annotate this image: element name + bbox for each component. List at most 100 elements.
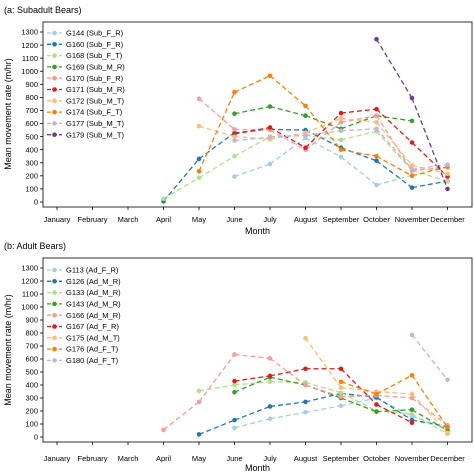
legend-item: G180 (Ad_F_T) — [47, 356, 119, 365]
data-point — [409, 95, 415, 101]
x-tick-label: May — [192, 215, 206, 224]
series-line-segment — [269, 376, 306, 386]
legend-item: G171 (Sub_M_R) — [47, 85, 125, 94]
data-point — [303, 113, 308, 118]
legend: G144 (Sub_F_R) G160 (Sub_F_R) G168 (Sub_F_… — [47, 29, 125, 139]
x-tick-label: September — [323, 454, 360, 463]
x-tick-label: November — [395, 454, 430, 463]
data-point — [161, 427, 166, 433]
series-line-segment — [198, 155, 235, 179]
series-line-segment — [269, 411, 306, 420]
data-point — [267, 356, 273, 361]
legend-item: G177 (Sub_M_T) — [47, 119, 124, 128]
data-point — [232, 127, 237, 132]
series-G167 — [232, 366, 415, 426]
x-tick-label: January — [44, 215, 71, 224]
series-line-segment — [198, 132, 235, 160]
x-tick-label: June — [226, 454, 242, 463]
data-point — [409, 372, 415, 378]
data-point — [196, 156, 202, 162]
data-point — [267, 73, 273, 79]
y-tick-label: 700 — [25, 106, 38, 115]
y-tick-label: 1000 — [21, 67, 38, 76]
data-point — [303, 399, 308, 405]
y-tick-label: 400 — [25, 145, 38, 154]
legend-item: G143 (Ad_M_R) — [47, 300, 121, 309]
x-tick-label: June — [226, 215, 242, 224]
data-point — [303, 410, 308, 415]
series-line-segment — [340, 128, 377, 132]
data-point — [232, 378, 237, 384]
data-point — [232, 417, 237, 423]
series-line-segment — [340, 392, 377, 412]
legend-label: G167 (Ad_F_R) — [66, 322, 119, 331]
series-line-segment — [234, 75, 271, 93]
x-axis-label: Month — [245, 463, 270, 473]
y-tick-label: 300 — [25, 394, 38, 403]
data-point — [409, 140, 415, 145]
series-line-segment — [411, 374, 449, 428]
series-line-segment — [411, 334, 449, 381]
series-line-segment — [376, 394, 413, 399]
series-line-segment — [234, 375, 271, 382]
series-line-segment — [198, 419, 235, 436]
series-line-segment — [376, 396, 413, 421]
data-point — [196, 388, 202, 394]
legend-marker — [52, 301, 57, 307]
x-tick-label: October — [363, 454, 390, 463]
data-point — [374, 391, 379, 397]
series-line-segment — [340, 117, 377, 123]
legend-label: G180 (Ad_F_T) — [66, 356, 119, 365]
legend: G113 (Ad_F_R) G126 (Ad_M_R) G133 (Ad_M_R) G… — [47, 266, 121, 365]
legend-item: G126 (Ad_M_R) — [47, 277, 121, 286]
data-point — [267, 379, 273, 385]
y-tick-label: 800 — [25, 93, 38, 102]
legend-marker — [52, 53, 57, 58]
legend-label: G166 (Ad_M_R) — [66, 311, 121, 320]
legend-marker — [52, 267, 57, 273]
legend-label: G168 (Sub_F_T) — [66, 51, 123, 60]
data-point — [196, 432, 202, 437]
series-line-segment — [198, 354, 236, 403]
series-line-segment — [376, 108, 413, 143]
y-tick-label: 0 — [34, 433, 38, 442]
data-point — [303, 133, 308, 138]
data-point — [196, 175, 202, 181]
series-line-segment — [269, 129, 306, 151]
data-point — [338, 403, 344, 409]
series-line-segment — [376, 174, 413, 186]
data-point — [267, 134, 273, 140]
legend-label: G174 (Sub_F_T) — [66, 108, 123, 117]
series-line-segment — [376, 374, 413, 395]
data-point — [267, 416, 273, 422]
series-line-segment — [411, 164, 448, 170]
legend-label: G171 (Sub_M_R) — [66, 85, 125, 94]
series-line-segment — [269, 126, 306, 149]
series-line-segment — [305, 405, 342, 413]
series-line-segment — [340, 147, 377, 162]
data-point — [196, 168, 202, 174]
data-point — [374, 113, 379, 118]
series-line-segment — [340, 368, 377, 405]
data-point — [409, 185, 415, 190]
series-line-segment — [198, 91, 236, 172]
data-point — [374, 153, 379, 159]
data-point — [409, 395, 415, 401]
series-line-segment — [411, 413, 448, 435]
series-line-segment — [305, 130, 342, 136]
data-point — [445, 171, 450, 177]
series-line-segment — [411, 169, 448, 182]
legend-label: G170 (Sub_F_R) — [66, 74, 124, 83]
series-line-segment — [198, 384, 235, 392]
series-line-segment — [305, 112, 342, 149]
series-line-segment — [340, 130, 377, 141]
x-tick-label: January — [44, 454, 71, 463]
data-point — [338, 385, 344, 390]
data-point — [267, 404, 273, 409]
legend-label: G177 (Sub_M_T) — [66, 119, 124, 128]
plot-frame — [42, 257, 473, 443]
series-line-segment — [411, 415, 448, 430]
data-point — [232, 153, 237, 159]
x-tick-label: December — [430, 454, 465, 463]
x-axis-label: Month — [245, 226, 270, 236]
